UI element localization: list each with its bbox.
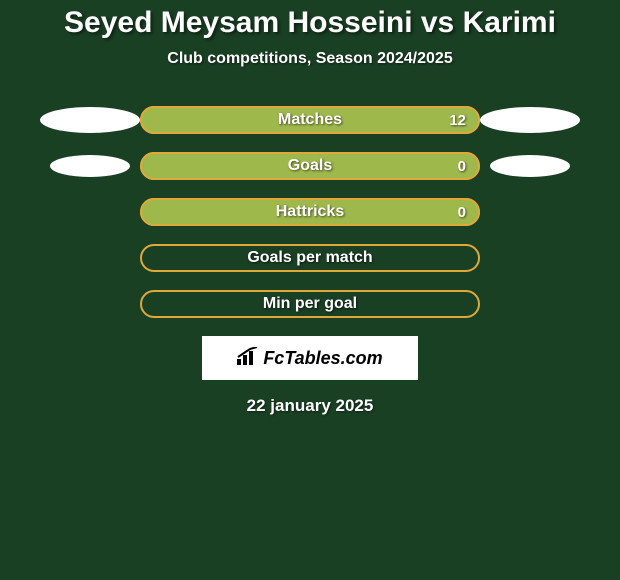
left-marker-ellipse xyxy=(50,155,130,177)
right-marker-slot xyxy=(480,107,580,133)
stat-bar: Matches 12 xyxy=(140,106,480,134)
stat-label: Goals xyxy=(288,157,332,175)
logo: FcTables.com xyxy=(237,347,382,370)
stat-bar: Hattricks 0 xyxy=(140,198,480,226)
stat-row: Goals per match xyxy=(0,244,620,272)
chart-icon xyxy=(237,347,259,370)
stat-label: Min per goal xyxy=(263,295,357,313)
logo-text: FcTables.com xyxy=(263,348,382,369)
stat-label: Goals per match xyxy=(247,249,372,267)
stat-bar: Min per goal xyxy=(140,290,480,318)
stat-label: Matches xyxy=(278,111,342,129)
comparison-infographic: Seyed Meysam Hosseini vs Karimi Club com… xyxy=(0,0,620,580)
stat-bar: Goals 0 xyxy=(140,152,480,180)
stat-row: Hattricks 0 xyxy=(0,198,620,226)
stat-value: 0 xyxy=(458,158,466,175)
stat-value: 0 xyxy=(458,204,466,221)
date-label: 22 january 2025 xyxy=(0,396,620,416)
stat-bar: Goals per match xyxy=(140,244,480,272)
subtitle: Club competitions, Season 2024/2025 xyxy=(0,50,620,68)
right-marker-ellipse xyxy=(480,107,580,133)
stat-value: 12 xyxy=(449,112,466,129)
right-marker-slot xyxy=(480,155,580,177)
left-marker-slot xyxy=(40,155,140,177)
stats-rows: Matches 12 Goals 0 xyxy=(0,106,620,318)
stat-row: Min per goal xyxy=(0,290,620,318)
stat-row: Matches 12 xyxy=(0,106,620,134)
stat-row: Goals 0 xyxy=(0,152,620,180)
right-marker-ellipse xyxy=(490,155,570,177)
left-marker-ellipse xyxy=(40,107,140,133)
logo-box: FcTables.com xyxy=(202,336,418,380)
left-marker-slot xyxy=(40,107,140,133)
stat-label: Hattricks xyxy=(276,203,344,221)
page-title: Seyed Meysam Hosseini vs Karimi xyxy=(0,0,620,40)
